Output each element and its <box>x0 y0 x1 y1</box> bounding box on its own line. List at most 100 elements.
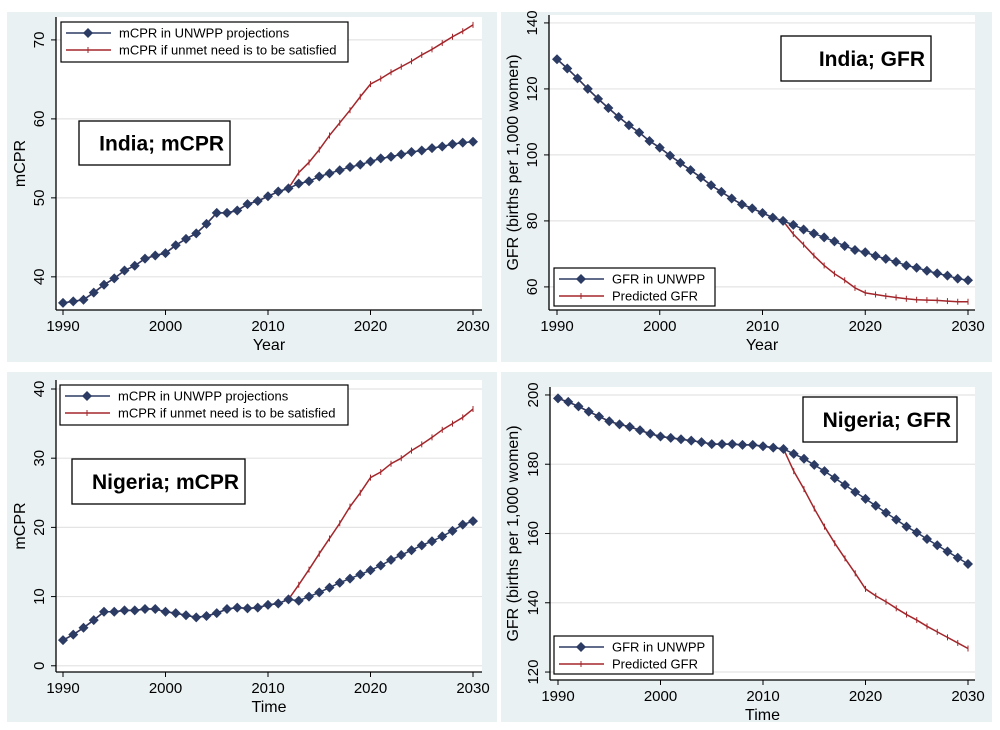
data-point-unwpp <box>396 550 407 561</box>
data-point-unwpp <box>201 610 212 621</box>
data-point-unwpp <box>252 196 263 207</box>
data-point-unwpp <box>375 560 386 571</box>
data-point-unwpp <box>314 587 325 598</box>
y-tick-label: 160 <box>525 521 542 546</box>
data-point-unwpp <box>232 602 243 613</box>
legend-box <box>553 635 714 675</box>
data-point-unwpp <box>932 540 943 551</box>
data-point-unwpp <box>716 186 727 197</box>
x-tick-label: 2000 <box>149 318 182 335</box>
data-point-unwpp <box>283 594 294 605</box>
x-tick-label: 1990 <box>46 680 79 697</box>
data-point-unwpp <box>324 582 335 593</box>
data-point-unwpp <box>211 207 222 218</box>
data-point-unwpp <box>665 432 676 443</box>
y-tick-label: 20 <box>31 519 48 536</box>
data-point-unwpp <box>293 178 304 189</box>
x-tick-label: 1990 <box>540 318 573 335</box>
data-point-unwpp <box>675 157 686 168</box>
data-point-unwpp <box>727 439 738 450</box>
legend: mCPR in UNWPP projections mCPR if unmet n… <box>60 21 349 63</box>
legend-label: Predicted GFR <box>612 289 698 304</box>
annotation-box <box>780 35 932 82</box>
y-tick-label: 0 <box>31 662 48 670</box>
legend-label: GFR in UNWPP <box>612 640 705 655</box>
data-point-unwpp <box>201 218 212 229</box>
data-point-unwpp <box>706 439 717 450</box>
data-point-unwpp <box>252 602 263 613</box>
data-point-unwpp <box>447 525 458 536</box>
data-point-unwpp <box>572 73 583 84</box>
data-point-unwpp <box>365 565 376 576</box>
data-point-unwpp <box>870 500 881 511</box>
legend: GFR in UNWPP Predicted GFR <box>553 635 714 675</box>
data-point-unwpp <box>58 635 68 646</box>
data-point-unwpp <box>140 604 150 615</box>
data-point-unwpp <box>375 153 386 164</box>
data-point-unwpp <box>314 171 325 182</box>
data-point-unwpp <box>334 577 345 588</box>
data-point-unwpp <box>604 416 615 427</box>
legend-label: mCPR if unmet need is to be satisfied <box>119 43 337 58</box>
data-point-unwpp <box>594 411 604 422</box>
data-point-unwpp <box>788 219 799 230</box>
y-tick-label: 70 <box>31 32 48 49</box>
data-point-unwpp <box>747 439 758 450</box>
data-point-unwpp <box>386 151 396 162</box>
data-point-unwpp <box>68 296 79 307</box>
data-point-unwpp <box>850 486 861 497</box>
legend-box <box>60 21 349 63</box>
data-point-unwpp <box>88 287 99 298</box>
data-point-unwpp <box>922 534 932 545</box>
y-tick-label: 140 <box>525 590 542 615</box>
data-point-unwpp <box>624 421 635 432</box>
data-point-unwpp <box>119 605 130 616</box>
data-point-unwpp <box>623 120 634 131</box>
data-point-unwpp <box>222 604 232 615</box>
data-point-unwpp <box>78 294 89 305</box>
data-point-unwpp <box>232 205 243 216</box>
data-point-unwpp <box>717 439 727 450</box>
data-point-unwpp <box>181 610 191 621</box>
data-point-unwpp <box>603 103 614 114</box>
data-point-unwpp <box>901 521 912 532</box>
data-point-unwpp <box>747 203 758 214</box>
y-axis-title: GFR (births per 1,000 women) <box>505 425 522 641</box>
annotation-title: India; GFR <box>819 48 925 71</box>
x-tick-label: 2010 <box>746 688 779 705</box>
legend-label: Predicted GFR <box>612 657 698 672</box>
data-point-unwpp <box>140 253 150 264</box>
x-tick-label: 2030 <box>951 688 984 705</box>
legend-marker-diamond <box>83 28 93 38</box>
data-point-unwpp <box>819 466 830 477</box>
data-point-unwpp <box>68 629 79 640</box>
data-point-unwpp <box>99 606 109 617</box>
legend-label: mCPR if unmet need is to be satisfied <box>118 406 336 421</box>
data-point-unwpp <box>778 215 789 226</box>
y-tick-label: 120 <box>525 660 542 685</box>
data-point-unwpp <box>726 193 737 204</box>
data-point-unwpp <box>283 183 294 194</box>
legend-box <box>59 384 349 426</box>
data-point-unwpp <box>447 139 458 150</box>
y-tick-label: 200 <box>525 382 542 407</box>
x-tick-label: 2010 <box>251 680 284 697</box>
data-point-unwpp <box>942 270 953 281</box>
y-tick-label: 30 <box>31 450 48 467</box>
legend-label: mCPR in UNWPP projections <box>118 389 289 404</box>
data-point-unwpp <box>901 260 912 271</box>
data-point-unwpp <box>119 265 130 276</box>
legend: mCPR in UNWPP projections mCPR if unmet n… <box>59 384 349 426</box>
data-point-unwpp <box>293 595 304 606</box>
data-point-unwpp <box>437 531 448 542</box>
data-point-unwpp <box>109 606 120 617</box>
x-axis-title: Year <box>253 337 286 354</box>
data-point-unwpp <box>582 83 593 94</box>
data-point-unwpp <box>685 165 696 176</box>
data-point-unwpp <box>457 519 468 530</box>
data-point-unwpp <box>881 507 891 518</box>
y-tick-label: 180 <box>525 452 542 477</box>
data-point-unwpp <box>150 604 161 615</box>
